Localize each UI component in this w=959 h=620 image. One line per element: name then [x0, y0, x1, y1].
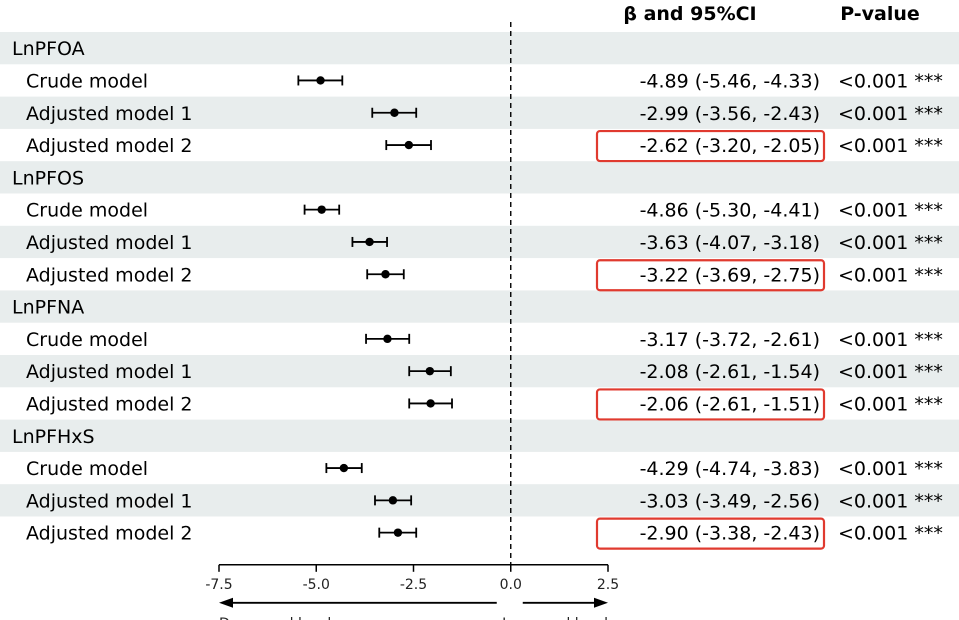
- p-value: <0.001 ***: [838, 135, 943, 157]
- estimate-point: [317, 205, 326, 214]
- p-value: <0.001 ***: [838, 361, 943, 383]
- group-label: LnPFNA: [12, 297, 84, 319]
- decreased-level-label: Decreased level: [219, 616, 331, 620]
- row-stripe: [0, 484, 959, 517]
- row-label: Crude model: [26, 458, 148, 480]
- p-value: <0.001 ***: [838, 232, 943, 254]
- estimate-point: [388, 496, 398, 505]
- group-label: LnPFHxS: [12, 426, 95, 448]
- ci-value: -3.63 (-4.07, -3.18): [640, 232, 820, 254]
- ci-value: -3.03 (-3.49, -2.56): [640, 490, 820, 512]
- row-label: Adjusted model 1: [26, 232, 192, 254]
- estimate-point: [316, 76, 325, 85]
- row-stripe: [0, 161, 959, 194]
- ci-value: -2.08 (-2.61, -1.54): [640, 361, 820, 383]
- row-stripe: [0, 419, 959, 452]
- highlight-box: [595, 388, 826, 421]
- estimate-point: [383, 334, 392, 344]
- estimate-point: [339, 463, 349, 473]
- estimate-point: [365, 237, 374, 247]
- x-tick-label: -7.5: [205, 577, 232, 593]
- row-stripe: [0, 32, 959, 65]
- p-value: <0.001 ***: [838, 103, 943, 125]
- row-stripes: [0, 32, 959, 517]
- increased-level-label: Increased level: [502, 616, 608, 620]
- highlight-box: [595, 517, 826, 550]
- ci-value: -2.62 (-3.20, -2.05): [640, 135, 820, 157]
- row-label: Adjusted model 2: [26, 264, 192, 286]
- increase-arrow-head: [594, 597, 608, 608]
- estimate-point: [381, 270, 390, 279]
- p-value: <0.001 ***: [838, 329, 943, 351]
- row-label: Crude model: [26, 329, 148, 351]
- highlight-box: [595, 129, 826, 163]
- estimate-point: [393, 528, 403, 537]
- p-value: <0.001 ***: [838, 70, 943, 92]
- group-label: LnPFOA: [12, 38, 85, 60]
- row-stripe: [0, 225, 959, 259]
- x-axis: -7.5 -5.0 -2.5 0.0 2.5 Decreased level Increas…: [205, 564, 619, 620]
- decrease-arrow-head: [219, 597, 233, 608]
- p-value: <0.001 ***: [838, 393, 943, 415]
- ci-value: -2.06 (-2.61, -1.51): [640, 393, 820, 415]
- p-value: <0.001 ***: [838, 523, 943, 545]
- row-stripe: [0, 290, 959, 323]
- estimate-point: [426, 399, 435, 408]
- ci-value: -3.22 (-3.69, -2.75): [640, 264, 820, 286]
- p-value-column-header: P-value: [840, 3, 920, 25]
- row-label: Crude model: [26, 70, 148, 92]
- estimate-point: [404, 140, 414, 150]
- row-label: Crude model: [26, 200, 148, 222]
- row-stripe: [0, 96, 959, 129]
- ci-column-header: β and 95%CI: [623, 3, 756, 25]
- row-stripe: [0, 355, 959, 388]
- row-label: Adjusted model 1: [26, 361, 192, 383]
- ci-value: -4.89 (-5.46, -4.33): [640, 70, 820, 92]
- row-label: Adjusted model 2: [26, 523, 192, 545]
- row-label: Adjusted model 1: [26, 103, 192, 125]
- p-value: <0.001 ***: [838, 200, 943, 222]
- ci-value: -2.99 (-3.56, -2.43): [640, 103, 820, 125]
- x-tick-label: -2.5: [400, 577, 427, 593]
- ci-value: -4.86 (-5.30, -4.41): [640, 200, 820, 222]
- plot-rows: LnPFOA Crude model -4.89 (-5.46, -4.33) <0.…: [12, 38, 943, 550]
- row-label: Adjusted model 2: [26, 135, 192, 157]
- ci-value: -4.29 (-4.74, -3.83): [640, 458, 820, 480]
- ci-value: -3.17 (-3.72, -2.61): [640, 329, 820, 351]
- row-label: Adjusted model 1: [26, 490, 192, 512]
- highlight-box: [595, 259, 826, 292]
- estimate-point: [390, 108, 399, 117]
- ci-value: -2.90 (-3.38, -2.43): [640, 523, 820, 545]
- x-tick-label: -5.0: [303, 577, 330, 593]
- p-value: <0.001 ***: [838, 490, 943, 512]
- x-tick-label: 0.0: [500, 577, 522, 593]
- row-label: Adjusted model 2: [26, 393, 192, 415]
- p-value: <0.001 ***: [838, 264, 943, 286]
- estimate-point: [425, 366, 435, 376]
- p-value: <0.001 ***: [838, 458, 943, 480]
- x-tick-label: 2.5: [597, 577, 619, 593]
- group-label: LnPFOS: [12, 167, 84, 189]
